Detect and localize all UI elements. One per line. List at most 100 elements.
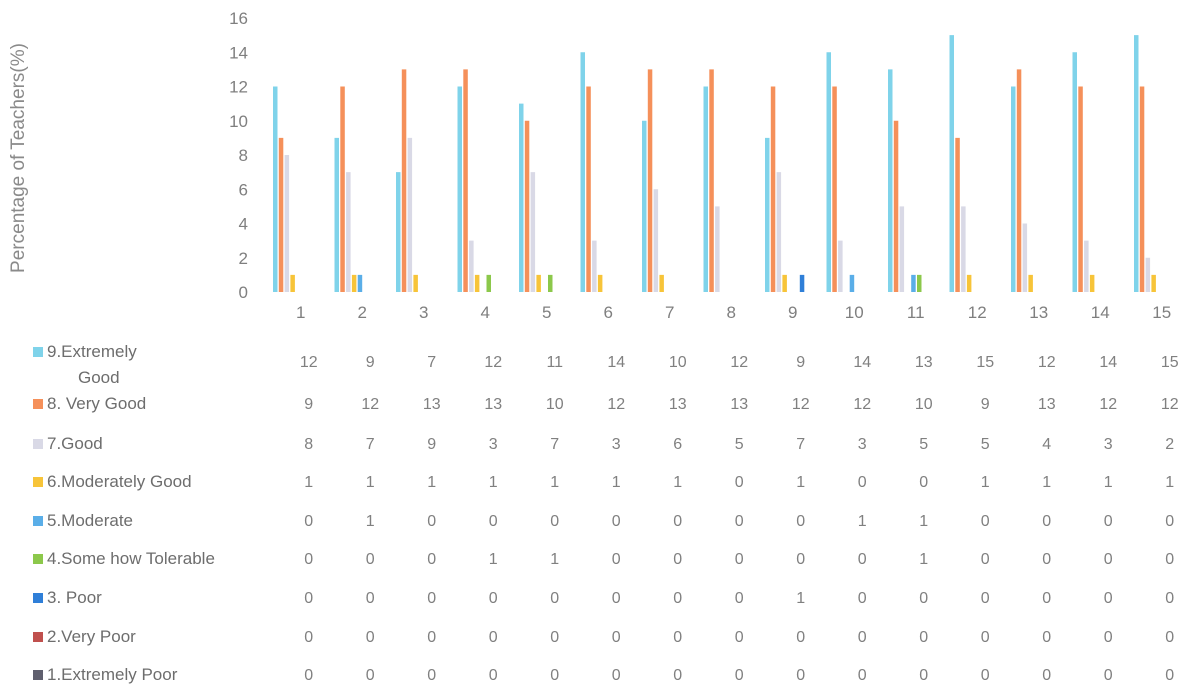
table-cell: 9: [366, 354, 375, 371]
bar: [273, 86, 278, 292]
bar: [659, 274, 664, 292]
table-cell: 0: [1165, 667, 1174, 684]
bar: [949, 35, 954, 292]
bar: [1078, 86, 1083, 292]
table-cell: 0: [1104, 667, 1113, 684]
bar: [474, 274, 480, 292]
bar: [597, 274, 603, 292]
table-cell: 0: [735, 667, 744, 684]
table-cell: 0: [366, 590, 375, 607]
bar: [346, 172, 351, 292]
table-cell: 1: [550, 551, 559, 568]
bar: [838, 240, 843, 292]
bar: [849, 274, 855, 292]
table-cell: 1: [796, 474, 805, 491]
bar: [647, 69, 653, 292]
table-cell: 12: [730, 354, 748, 371]
table-cell: 0: [1104, 590, 1113, 607]
table-cell: 0: [1042, 667, 1051, 684]
legend-label: 8. Very Good: [47, 394, 146, 413]
bar: [351, 274, 357, 292]
table-cell: 0: [489, 513, 498, 530]
bar: [893, 120, 899, 292]
y-tick-label: 6: [239, 180, 248, 199]
table-cell: 1: [981, 474, 990, 491]
bar: [407, 137, 413, 292]
table-cell: 0: [735, 474, 744, 491]
table-cell: 15: [1161, 354, 1179, 371]
bar: [486, 274, 491, 292]
table-cell: 10: [546, 396, 564, 413]
table-cell: 1: [550, 474, 559, 491]
table-cell: 12: [484, 354, 502, 371]
table-cell: 0: [1042, 590, 1051, 607]
y-tick-label: 12: [229, 78, 248, 97]
bar: [1072, 52, 1077, 292]
bar: [1084, 240, 1089, 292]
table-cell: 13: [423, 396, 441, 413]
bar: [1089, 274, 1095, 292]
x-tick-label: 8: [727, 303, 736, 322]
table-cell: 11: [546, 354, 563, 371]
x-tick-label: 3: [419, 303, 428, 322]
table-cell: 5: [981, 436, 990, 453]
table-cell: 0: [1042, 629, 1051, 646]
table-cell: 0: [304, 667, 313, 684]
legend-label: 3. Poor: [47, 588, 102, 607]
legend-label: 1.Extremely Poor: [47, 665, 178, 684]
table-cell: 0: [796, 551, 805, 568]
table-cell: 5: [919, 436, 928, 453]
table-cell: 1: [919, 551, 928, 568]
table-cell: 0: [919, 667, 928, 684]
table-cell: 13: [669, 396, 687, 413]
x-tick-label: 5: [542, 303, 551, 322]
x-tick-label: 7: [665, 303, 674, 322]
legend-label: 5.Moderate: [47, 511, 133, 530]
table-cell: 0: [427, 551, 436, 568]
table-cell: 0: [1104, 629, 1113, 646]
bar: [469, 240, 474, 292]
table-cell: 14: [1099, 354, 1117, 371]
table-cell: 12: [361, 396, 379, 413]
x-tick-label: 11: [907, 303, 925, 322]
table-cell: 0: [489, 590, 498, 607]
bar: [1011, 86, 1016, 292]
y-tick-label: 2: [239, 249, 248, 268]
bar: [290, 274, 295, 292]
table-cell: 1: [489, 551, 498, 568]
table-cell: 0: [735, 629, 744, 646]
bar: [1151, 274, 1156, 292]
table-cell: 0: [1165, 590, 1174, 607]
table-cell: 2: [1165, 436, 1174, 453]
table-cell: 0: [796, 629, 805, 646]
bar: [899, 206, 905, 292]
table-cell: 0: [1104, 551, 1113, 568]
table-cell: 7: [796, 436, 805, 453]
table-cell: 0: [1042, 551, 1051, 568]
table-cell: 0: [858, 551, 867, 568]
y-tick-label: 14: [229, 43, 248, 62]
table-cell: 0: [735, 513, 744, 530]
bar: [396, 172, 401, 292]
table-cell: 0: [673, 667, 682, 684]
bar: [586, 86, 591, 292]
bar: [592, 240, 597, 292]
table-cell: 0: [673, 513, 682, 530]
table-cell: 12: [300, 354, 318, 371]
table-cell: 0: [673, 551, 682, 568]
table-cell: 0: [735, 551, 744, 568]
table-cell: 1: [1165, 474, 1174, 491]
bar: [580, 52, 585, 292]
table-cell: 0: [366, 667, 375, 684]
table-cell: 0: [1104, 513, 1113, 530]
bar: [357, 274, 363, 292]
legend-label: 4.Some how Tolerable: [47, 549, 215, 568]
table-cell: 0: [612, 513, 621, 530]
bar: [1139, 86, 1145, 292]
bar: [519, 103, 524, 292]
table-cell: 13: [1038, 396, 1056, 413]
bar: [1145, 257, 1151, 292]
bar: [530, 172, 536, 292]
table-cell: 1: [919, 513, 928, 530]
